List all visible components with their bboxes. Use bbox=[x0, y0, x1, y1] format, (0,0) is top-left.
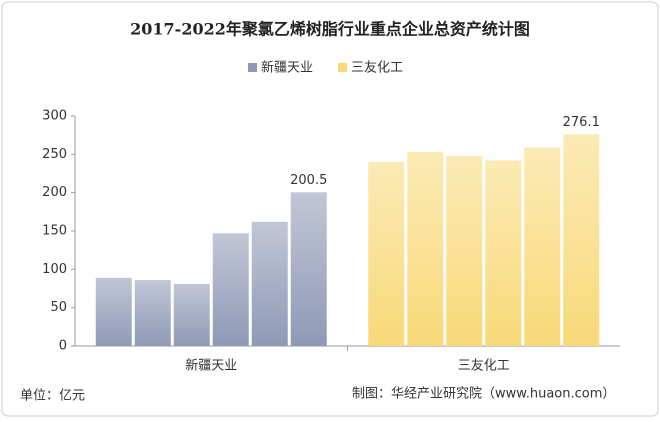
x-tick-label: 三友化工 bbox=[458, 358, 510, 374]
bar bbox=[446, 155, 483, 346]
chart-title: 2017-2022年聚氯乙烯树脂行业重点企业总资产统计图 bbox=[130, 20, 530, 39]
y-tick-label: 250 bbox=[42, 147, 67, 162]
bar bbox=[290, 192, 327, 346]
y-tick-label: 300 bbox=[42, 109, 67, 124]
legend-swatch bbox=[248, 63, 257, 72]
value-label: 200.5 bbox=[290, 173, 327, 188]
legend-label: 新疆天业 bbox=[261, 60, 313, 76]
legend-label: 三友化工 bbox=[351, 60, 403, 76]
bar bbox=[485, 160, 522, 346]
unit-note: 单位：亿元 bbox=[20, 389, 85, 404]
bar bbox=[95, 277, 132, 346]
x-tick-label: 新疆天业 bbox=[185, 358, 237, 374]
source: 制图：华经产业研究院（www.huaon.com） bbox=[352, 387, 615, 402]
legend-swatch bbox=[338, 63, 347, 72]
value-label: 276.1 bbox=[563, 115, 600, 130]
y-tick-label: 0 bbox=[59, 339, 67, 354]
y-tick-label: 200 bbox=[42, 185, 67, 200]
bar bbox=[173, 283, 210, 346]
bar bbox=[368, 162, 405, 346]
y-tick-label: 50 bbox=[50, 300, 67, 315]
bar bbox=[524, 147, 561, 346]
bar bbox=[563, 134, 600, 346]
y-tick-label: 100 bbox=[42, 262, 67, 277]
y-tick-label: 150 bbox=[42, 224, 67, 239]
bar bbox=[251, 221, 288, 346]
bar bbox=[212, 233, 249, 346]
bar bbox=[134, 280, 171, 346]
bar bbox=[407, 152, 444, 346]
